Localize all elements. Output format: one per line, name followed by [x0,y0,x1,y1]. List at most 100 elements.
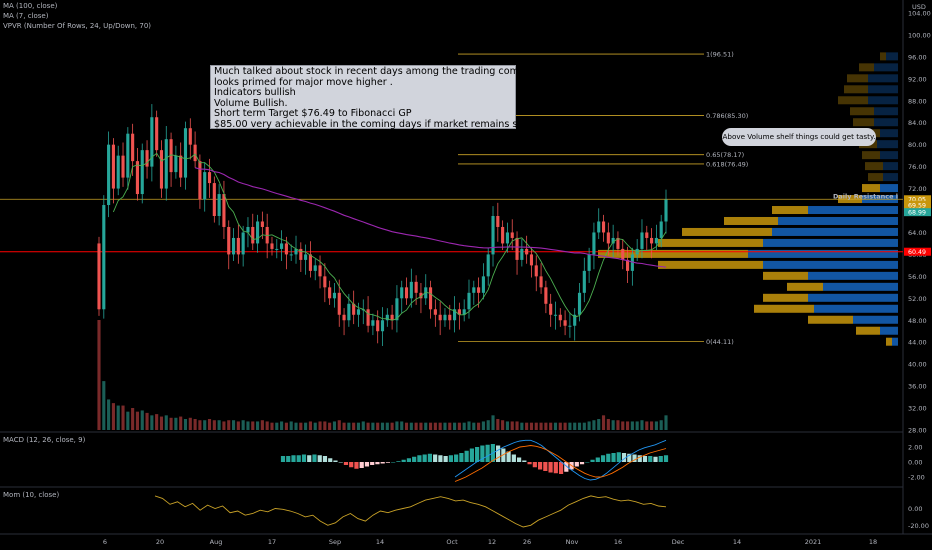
candle-body [409,281,413,299]
x-tick-label: 20 [156,538,164,546]
candle-body [207,172,212,184]
volume-profile-down-bar [808,315,853,324]
candle-body [664,199,668,222]
volume-bar [111,403,115,430]
mom-y-tick: -20.00 [908,522,929,530]
volume-bar [515,421,519,430]
candle-body [433,309,437,315]
y-tick-label: 44.00 [908,339,927,347]
volume-profile-up-bar [892,337,898,346]
macd-y-tick: -2.00 [908,474,925,482]
candle-body [592,232,596,255]
volume-bar [227,420,231,430]
macd-histogram-bar [454,454,459,462]
macd-histogram-bar [312,454,317,462]
ma100-line [194,167,667,268]
candle-body [404,287,409,299]
volume-bar [294,422,298,430]
y-tick-label: 28.00 [908,427,927,435]
candle-body [568,325,572,327]
candle-body [356,309,361,315]
volume-bar [438,422,442,430]
x-tick-label: 16 [614,538,622,546]
macd-histogram-bar [307,455,312,462]
candle-body [443,314,447,321]
volume-bar [611,420,615,430]
volume-bar [140,410,144,430]
macd-histogram-bar [322,456,328,462]
macd-histogram-bar [606,453,611,462]
candle-body [414,281,418,293]
volume-bar [428,422,433,430]
volume-bar [558,422,562,430]
macd-histogram-bar [469,448,474,462]
legend-vpvr: VPVR (Number Of Rows, 24, Up/Down, 70) [3,22,152,30]
candle-body [650,237,654,244]
macd-histogram-bar [506,451,511,462]
volume-bar [400,421,404,430]
volume-bar [150,415,154,430]
volume-profile-down-bar [862,151,880,160]
mom-y-tick: 0.00 [908,505,922,513]
volume-profile-down-bar [853,118,874,127]
macd-histogram-bar [370,462,375,465]
macd-histogram-bar [459,453,464,462]
candle-body [539,276,543,288]
candle-body [462,309,466,315]
macd-histogram-bar [317,455,322,462]
volume-profile-down-bar [859,63,874,72]
candle-body [558,314,562,321]
volume-bar [337,420,341,430]
candle-body [525,248,529,255]
candle-body [529,254,534,266]
volume-bar [116,405,120,430]
macd-histogram-bar [653,456,658,462]
candle-body [289,254,293,256]
candle-body [188,128,192,145]
volume-bar [520,422,524,430]
callout-bubble[interactable]: Above Volume shelf things could get tast… [722,128,876,146]
candle-body [231,237,236,255]
volume-bar [169,417,173,430]
volume-bar [159,416,164,430]
candle-body [625,259,630,271]
volume-bar [203,420,207,430]
volume-bar [390,422,394,430]
candle-body [280,243,284,249]
y-tick-label: 52.00 [908,295,927,303]
volume-bar [207,419,212,430]
volume-bar [356,422,361,430]
candle-body [131,133,135,162]
macd-histogram-bar [553,462,558,474]
candle-body [582,270,586,293]
candle-body [270,243,274,249]
volume-bar [616,420,620,430]
macd-histogram-bar [522,460,527,462]
candle-body [150,117,154,167]
macd-histogram-bar [364,462,370,467]
candle-body [313,265,317,271]
macd-histogram-bar [532,462,537,468]
volume-bar [630,421,634,430]
volume-bar [280,421,284,430]
y-tick-label: 76.00 [908,163,927,171]
candle-body [371,320,375,326]
volume-bar [155,414,159,430]
candle-body [347,303,351,321]
volume-profile-down-bar [862,184,880,193]
macd-histogram-bar [475,447,480,462]
candle-body [496,216,500,227]
volume-profile-up-bar [814,304,898,313]
volume-bar [241,420,245,430]
annotation-line: Indicators bullish [214,87,296,99]
candle-body [193,144,197,162]
annotation-box[interactable]: Much talked about stock in recent days a… [210,65,554,130]
candle-body [380,320,385,332]
volume-bar [131,408,135,430]
candle-body [246,226,250,233]
volume-bar [640,420,644,430]
candle-body [352,303,356,315]
volume-profile-up-bar [763,238,898,247]
volume-bar [145,412,149,430]
macd-histogram-bar [543,462,548,471]
